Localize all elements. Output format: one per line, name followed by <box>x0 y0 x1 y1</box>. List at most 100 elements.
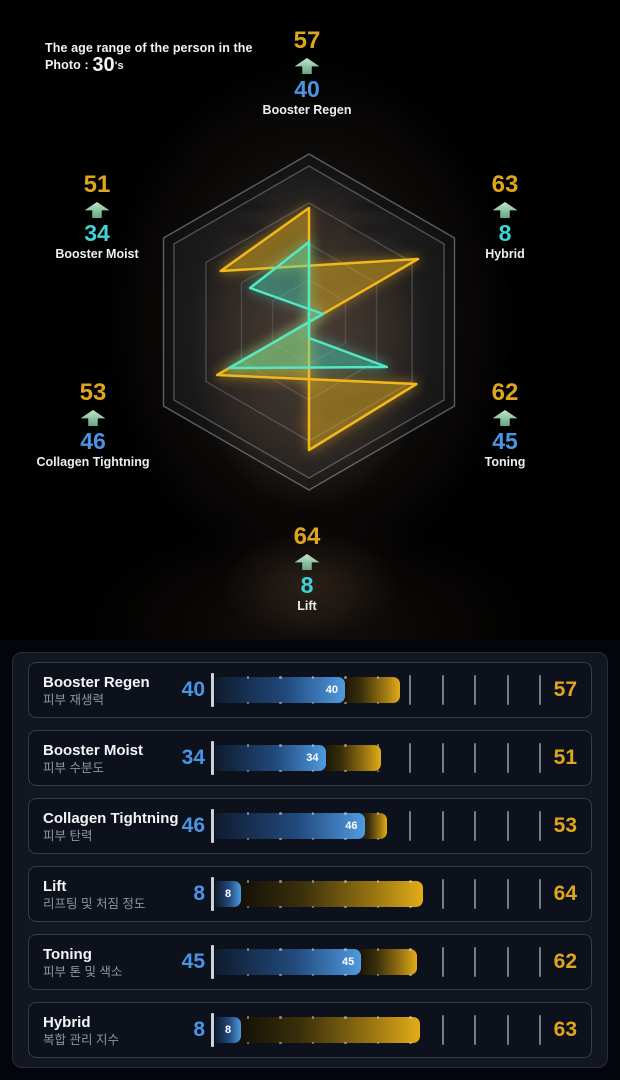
target-bar <box>235 1017 420 1043</box>
metric-current-value: 40 <box>181 678 205 701</box>
target-value: 63 <box>491 171 519 198</box>
bar-tick-line <box>539 947 541 977</box>
target-bar <box>355 949 417 975</box>
bar-axis-start-line <box>211 673 214 707</box>
age-range-line1: The age range of the person in the <box>45 41 253 55</box>
bar-tick-dot <box>376 905 379 908</box>
bar-tick-line <box>441 675 444 705</box>
current-bar-label: 34 <box>306 752 319 764</box>
bar-tick-dot <box>344 837 347 840</box>
bar-tick-dot <box>246 837 249 840</box>
bar-tick-dot <box>376 1041 379 1044</box>
current-bar-label: 45 <box>342 956 355 968</box>
radar-current-polygon <box>228 240 389 370</box>
metric-row: Collagen Tightning 피부 탄력 46 46 53 <box>28 798 592 854</box>
metrics-section: Booster Regen 피부 재생력 40 40 57 Booster Moist 피부… <box>0 640 620 1080</box>
metric-bar: 8 <box>211 1013 547 1047</box>
bar-tick-line <box>441 743 444 773</box>
target-value: 53 <box>79 379 107 406</box>
current-bar: 45 <box>215 949 362 975</box>
target-bar <box>339 677 401 703</box>
metric-text-block: Booster Moist 피부 수분도 <box>43 741 167 776</box>
bar-tick-line <box>409 811 411 841</box>
metrics-panel: Booster Regen 피부 재생력 40 40 57 Booster Moist 피부… <box>12 652 608 1068</box>
age-range-text: The age range of the person in the Photo… <box>45 40 253 75</box>
bar-tick-line <box>474 1015 476 1045</box>
axis-label: Toning <box>484 455 526 469</box>
bar-tick-dot <box>279 812 282 815</box>
metric-subtitle-korean: 피부 탄력 <box>43 828 93 843</box>
metric-target-value: 57 <box>553 678 577 701</box>
metric-current-value: 8 <box>193 1018 205 1041</box>
bar-tick-dot <box>409 1016 412 1019</box>
up-arrow-icon <box>294 58 320 74</box>
bar-tick-dot <box>246 1016 249 1019</box>
bar-tick-dot <box>246 905 249 908</box>
bar-tick-dot <box>279 948 282 951</box>
bar-axis-start-line <box>211 877 214 911</box>
metric-current-value: 8 <box>193 882 205 905</box>
metric-bar: 45 <box>211 945 547 979</box>
axis-label: Hybrid <box>485 247 525 261</box>
metric-bar: 34 <box>211 741 547 775</box>
bar-tick-dot <box>246 948 249 951</box>
bar-tick-dot <box>376 769 379 772</box>
bar-tick-line <box>506 1015 509 1045</box>
bar-tick-line <box>539 811 541 841</box>
target-bar <box>235 881 423 907</box>
bar-tick-line <box>506 879 509 909</box>
bar-tick-dot <box>376 701 379 704</box>
metric-title: Collagen Tightning <box>43 809 179 827</box>
target-value: 62 <box>491 379 519 406</box>
bar-tick-dot <box>344 880 347 883</box>
metric-row: Toning 피부 톤 및 색소 45 45 62 <box>28 934 592 990</box>
bar-tick-line <box>441 811 444 841</box>
bar-tick-dot <box>279 880 282 883</box>
bar-tick-line <box>409 743 411 773</box>
current-bar-label: 8 <box>224 1024 232 1036</box>
radar-chart <box>162 153 456 491</box>
radar-axis-collagen-tightning: 53 46 Collagen Tightning <box>18 380 168 470</box>
bar-tick-dot <box>311 837 314 840</box>
bar-tick-dot <box>246 769 249 772</box>
bar-tick-dot <box>279 973 282 976</box>
metric-target-value: 64 <box>553 882 577 905</box>
metric-current-value: 34 <box>181 746 205 769</box>
bar-tick-dot <box>279 1016 282 1019</box>
metric-target-value: 53 <box>553 814 577 837</box>
bar-tick-dot <box>311 973 314 976</box>
axis-label: Lift <box>297 599 317 613</box>
metric-row: Hybrid 복합 관리 지수 8 8 63 <box>28 1002 592 1058</box>
bar-axis-start-line <box>211 809 214 843</box>
bar-tick-dot <box>376 837 379 840</box>
current-bar: 8 <box>215 881 241 907</box>
metric-current-value: 45 <box>181 950 205 973</box>
bar-tick-dot <box>344 973 347 976</box>
bar-tick-line <box>441 947 444 977</box>
bar-tick-dot <box>311 880 314 883</box>
bar-tick-dot <box>409 905 412 908</box>
bar-tick-dot <box>311 676 314 679</box>
bar-tick-dot <box>311 701 314 704</box>
bar-tick-line <box>539 879 541 909</box>
bar-tick-dot <box>311 1016 314 1019</box>
metric-title: Toning <box>43 945 92 963</box>
bar-axis-start-line <box>211 945 214 979</box>
bar-tick-dot <box>279 1041 282 1044</box>
metric-subtitle-korean: 피부 재생력 <box>43 692 104 707</box>
metric-row: Lift 리프팅 및 처짐 정도 8 8 64 <box>28 866 592 922</box>
metric-text-block: Booster Regen 피부 재생력 <box>43 673 167 708</box>
current-value: 8 <box>300 572 314 598</box>
metric-title: Hybrid <box>43 1013 91 1031</box>
bar-tick-dot <box>279 905 282 908</box>
bar-tick-line <box>506 811 509 841</box>
bar-tick-line <box>474 879 476 909</box>
photo-analysis-section: The age range of the person in the Photo… <box>0 0 620 640</box>
bar-tick-line <box>539 1015 541 1045</box>
metric-subtitle-korean: 복합 관리 지수 <box>43 1032 119 1047</box>
bar-tick-dot <box>246 973 249 976</box>
bar-tick-line <box>539 743 541 773</box>
radar-axis-toning: 62 45 Toning <box>430 380 580 470</box>
radar-axis-lift: 64 8 Lift <box>232 524 382 614</box>
metric-current-value: 46 <box>181 814 205 837</box>
